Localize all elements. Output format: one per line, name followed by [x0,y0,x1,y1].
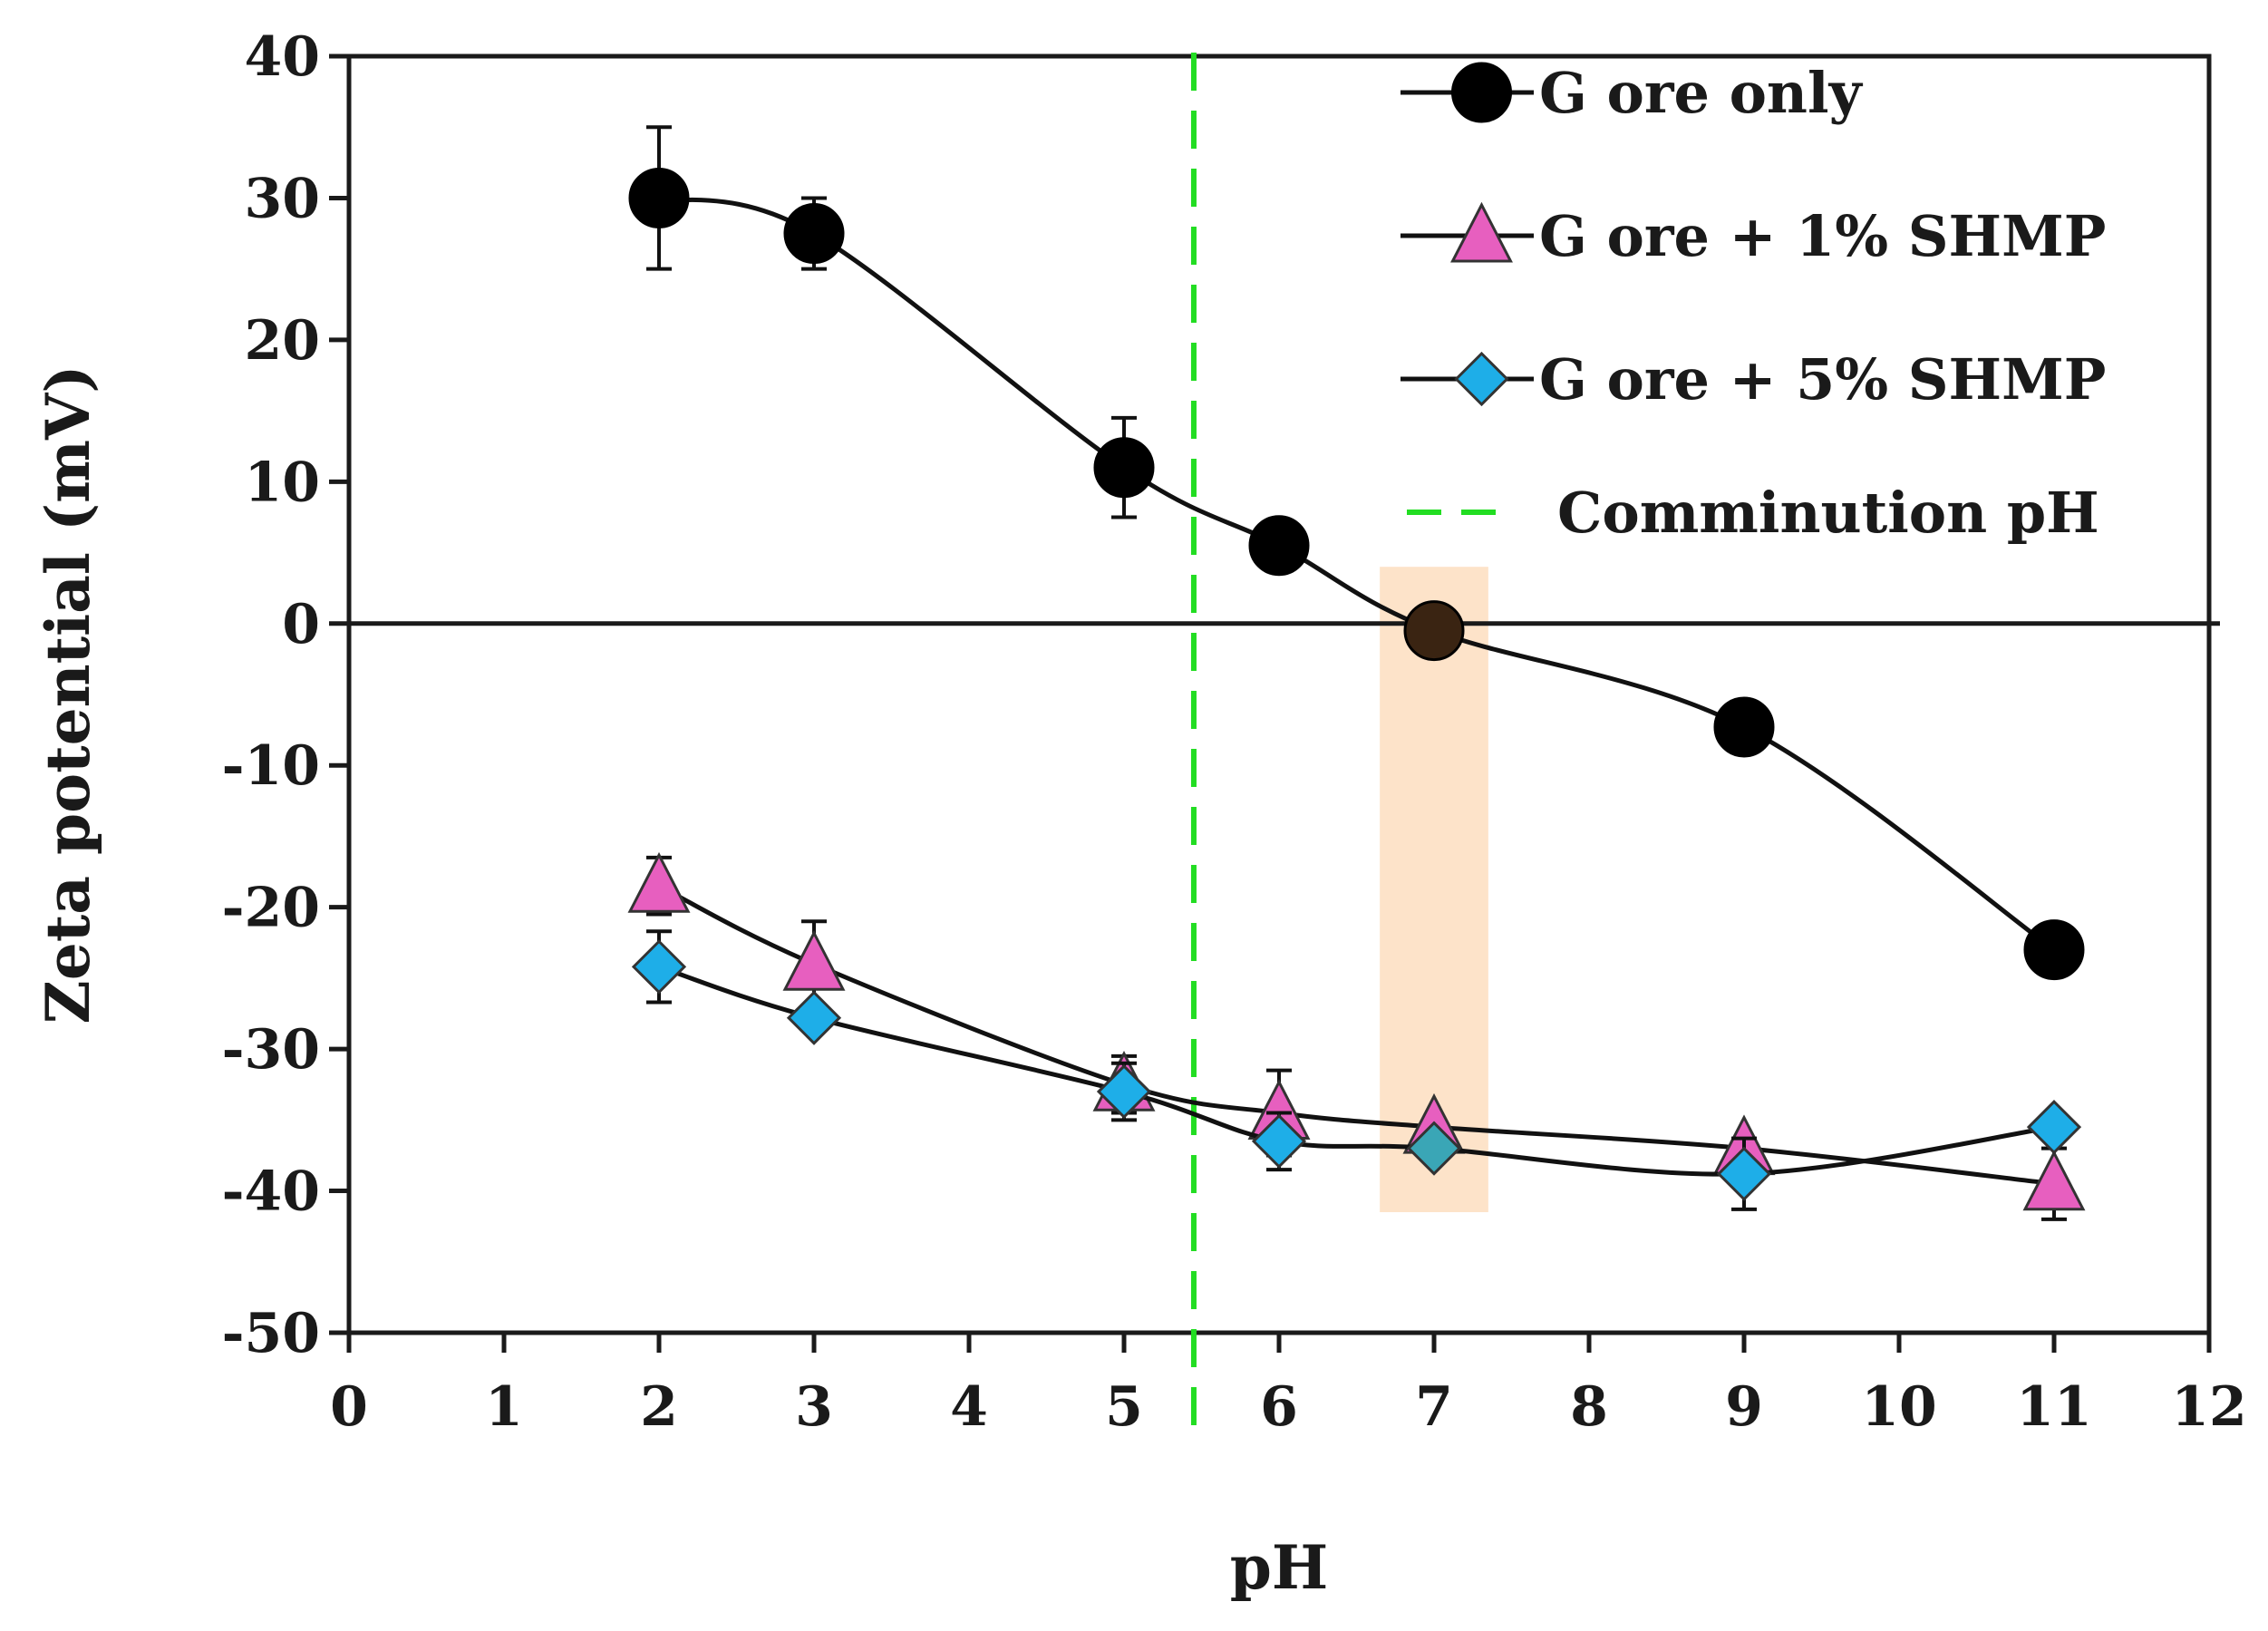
x-tick-label: 8 [1570,1375,1608,1439]
data-point [2022,1150,2086,1211]
y-tick-label: -50 [222,1302,320,1365]
x-tick-label: 9 [1725,1375,1763,1439]
series-layer [627,125,2086,1221]
legend-label: G ore only [1539,60,1864,126]
x-tick-label: 10 [1861,1375,1937,1439]
x-tick-label: 7 [1415,1375,1453,1439]
series-0 [628,125,2085,981]
y-tick-label: 30 [245,167,321,230]
x-tick-label: 6 [1260,1375,1298,1439]
x-tick-label: 4 [950,1375,988,1439]
data-point [1093,437,1155,499]
data-point [2026,1100,2082,1155]
data-point [2023,919,2085,981]
x-tick-label: 1 [485,1375,523,1439]
legend-marker [1450,201,1513,263]
y-tick-label: -10 [222,734,320,798]
data-point [1406,1121,1462,1176]
series-line [658,964,2055,1177]
x-tick-label: 12 [2171,1375,2247,1439]
x-tick-label: 5 [1105,1375,1143,1439]
y-tick-label: 0 [282,593,320,656]
x-axis-title: pH [1230,1532,1329,1603]
y-tick-label: -20 [222,877,320,940]
data-point [1251,1113,1307,1169]
data-point [1403,600,1465,662]
data-point [786,990,842,1045]
y-axis-title: Zeta potential (mV) [33,365,103,1024]
data-point [1096,1063,1152,1120]
data-point [631,939,687,995]
legend-marker [1454,351,1509,407]
data-point [627,851,691,913]
data-point [628,167,690,228]
y-tick-label: -40 [222,1160,320,1224]
series-line [658,195,2056,952]
series-1 [627,851,2086,1221]
legend-label: G ore + 5% SHMP [1539,346,2106,413]
y-tick-label: 10 [245,451,321,514]
data-point [783,203,845,265]
data-point [782,929,846,991]
y-tick-label: 40 [245,25,321,89]
x-tick-label: 2 [640,1375,678,1439]
series-line [657,883,2055,1187]
legend: G ore only G ore + 1% SHMP G ore + 5% SHMP… [1401,60,2106,546]
y-tick-label: 20 [245,309,321,373]
legend-label: G ore + 1% SHMP [1539,203,2106,269]
data-point [1716,1146,1772,1201]
series-2 [631,929,2082,1211]
legend-marker [1451,62,1512,123]
x-tick-label: 3 [795,1375,833,1439]
data-point [1713,696,1775,758]
legend-label: Comminution pH [1557,480,2099,546]
data-point [1248,515,1310,577]
x-tick-label: 0 [330,1375,368,1439]
y-tick-label: -30 [222,1018,320,1082]
x-tick-label: 11 [2016,1375,2092,1439]
